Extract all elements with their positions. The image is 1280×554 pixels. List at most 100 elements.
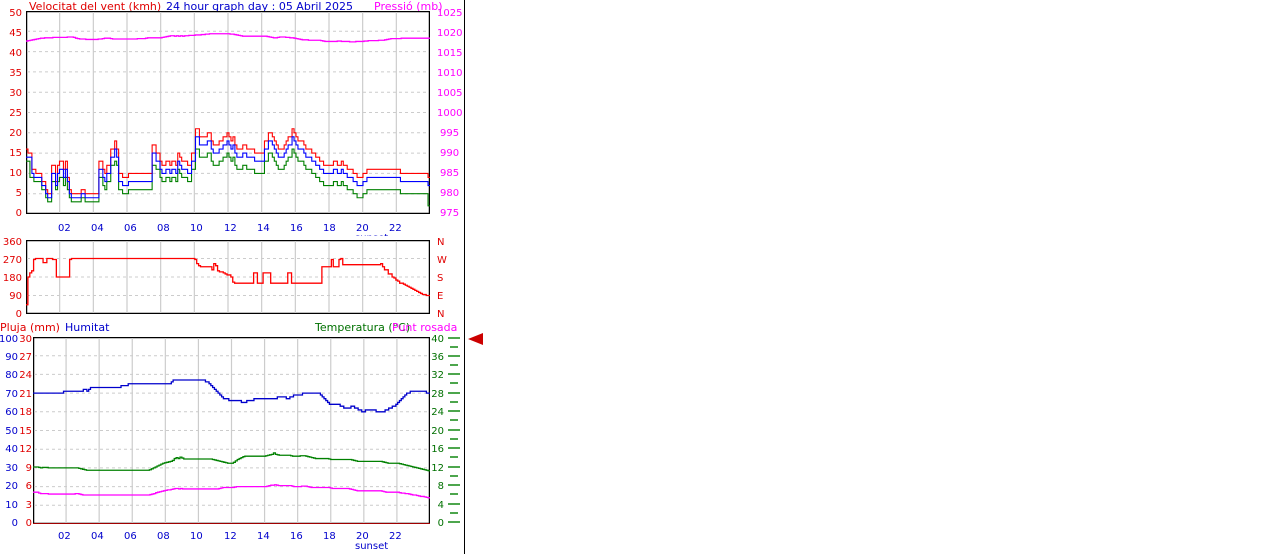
pressure-ytick-995: 995: [440, 128, 460, 139]
wind-ytick-25: 25: [9, 108, 22, 119]
wind-xtick-04: 04: [91, 223, 104, 234]
dir-ytick-270: 270: [2, 255, 22, 266]
temp-humidity-panel: Pluja (mm) Humitat Temperatura (°C) Punt…: [0, 320, 483, 554]
wind-xtick-06: 06: [124, 223, 137, 234]
pressure-ytick-985: 985: [440, 168, 460, 179]
wind-xtick-10: 10: [190, 223, 203, 234]
bottom-xtick-18: 18: [323, 531, 336, 542]
bottom-xtick-08: 08: [157, 531, 170, 542]
hum-ytick-90: 90: [5, 352, 18, 363]
temp-ytick-28: 28: [431, 389, 444, 400]
rain-ytick-30: 30: [19, 334, 32, 345]
bottom-xtick-06: 06: [124, 531, 137, 542]
bottom-title-dewpoint: Punt rosada: [392, 321, 458, 334]
wind-panel-title-left: Velocitat del vent (kmh): [29, 0, 162, 13]
hum-ytick-0: 0: [11, 518, 18, 529]
pressure-ytick-975: 975: [440, 208, 460, 219]
bottom-sunset-label: sunset: [355, 541, 389, 552]
temp-ytick-24: 24: [431, 407, 444, 418]
temp-ytick-32: 32: [431, 370, 444, 381]
wind-ytick-0: 0: [15, 208, 22, 219]
rain-ytick-9: 9: [25, 463, 32, 474]
bottom-xtick-12: 12: [224, 531, 237, 542]
rain-ytick-24: 24: [19, 370, 32, 381]
bottom-xtick-10: 10: [190, 531, 203, 542]
bottom-title-rain: Pluja (mm): [0, 321, 60, 334]
temp-ytick-20: 20: [431, 426, 444, 437]
dir-compass-e: E: [437, 291, 444, 302]
wind-panel-title-right: Pressió (mb): [374, 0, 443, 13]
wind-xtick-22: 22: [389, 223, 402, 234]
rain-ytick-18: 18: [19, 407, 32, 418]
rain-ytick-3: 3: [25, 500, 32, 511]
bottom-xtick-20: 20: [356, 531, 369, 542]
pressure-ytick-1010: 1010: [437, 68, 463, 79]
rain-ytick-12: 12: [19, 444, 32, 455]
temp-ytick-4: 4: [437, 500, 444, 511]
wind-direction-plot: [26, 240, 430, 314]
pressure-ytick-1005: 1005: [437, 88, 463, 99]
wind-ytick-10: 10: [9, 168, 22, 179]
dir-compass-s: S: [437, 273, 444, 284]
hum-ytick-100: 100: [0, 334, 19, 345]
hum-ytick-30: 30: [5, 463, 18, 474]
hum-ytick-40: 40: [5, 444, 18, 455]
temp-humidity-rain-plot: [33, 337, 430, 524]
pressure-ytick-980: 980: [440, 188, 460, 199]
temp-ytick-36: 36: [431, 352, 444, 363]
hum-ytick-20: 20: [5, 481, 18, 492]
bottom-xtick-22: 22: [389, 531, 402, 542]
bottom-xtick-02: 02: [58, 531, 71, 542]
dir-ytick-360: 360: [2, 237, 22, 248]
hum-ytick-70: 70: [5, 389, 18, 400]
rain-ytick-6: 6: [25, 481, 32, 492]
wind-xtick-20: 20: [356, 223, 369, 234]
wind-ytick-30: 30: [9, 88, 22, 99]
dir-ytick-90: 90: [9, 291, 22, 302]
pressure-ytick-1025: 1025: [437, 8, 463, 19]
wind-ytick-45: 45: [9, 28, 22, 39]
hum-ytick-80: 80: [5, 370, 18, 381]
dir-compass-n-top: N: [437, 237, 445, 248]
wind-xtick-02: 02: [58, 223, 71, 234]
wind-ytick-5: 5: [15, 188, 22, 199]
wind-direction-panel: 360 270 180 90 0 N W S E N: [0, 236, 465, 320]
bottom-xtick-04: 04: [91, 531, 104, 542]
hum-ytick-10: 10: [5, 500, 18, 511]
temp-ytick-0: 0: [437, 518, 444, 529]
pressure-ytick-990: 990: [440, 148, 460, 159]
rain-ytick-27: 27: [19, 352, 32, 363]
wind-ytick-50: 50: [9, 8, 22, 19]
dir-compass-n-bot: N: [437, 309, 445, 320]
wind-ytick-40: 40: [9, 48, 22, 59]
wind-pressure-plot: [26, 11, 430, 214]
hum-ytick-60: 60: [5, 407, 18, 418]
page-right-border: [464, 0, 465, 554]
dir-compass-w: W: [437, 255, 447, 266]
rain-ytick-21: 21: [19, 389, 32, 400]
pressure-ytick-1020: 1020: [437, 28, 463, 39]
temperature-current-marker: [468, 333, 483, 345]
hum-ytick-50: 50: [5, 426, 18, 437]
wind-pressure-panel: Velocitat del vent (kmh) 24 hour graph d…: [0, 0, 465, 244]
temp-ytick-40: 40: [431, 334, 444, 345]
rain-ytick-15: 15: [19, 426, 32, 437]
wind-xtick-12: 12: [224, 223, 237, 234]
bottom-xtick-16: 16: [290, 531, 303, 542]
wind-xtick-08: 08: [157, 223, 170, 234]
wind-xtick-14: 14: [257, 223, 270, 234]
wind-xtick-16: 16: [290, 223, 303, 234]
wind-ytick-35: 35: [9, 68, 22, 79]
temp-ytick-8: 8: [437, 481, 444, 492]
temp-axis-ticks: [448, 337, 460, 523]
rain-ytick-0: 0: [25, 518, 32, 529]
wind-panel-title-center: 24 hour graph day : 05 Abril 2025: [166, 0, 353, 13]
temp-ytick-16: 16: [431, 444, 444, 455]
wind-ytick-20: 20: [9, 128, 22, 139]
dir-ytick-180: 180: [2, 273, 22, 284]
pressure-ytick-1000: 1000: [437, 108, 463, 119]
wind-ytick-15: 15: [9, 148, 22, 159]
bottom-xtick-14: 14: [257, 531, 270, 542]
wind-xtick-18: 18: [323, 223, 336, 234]
